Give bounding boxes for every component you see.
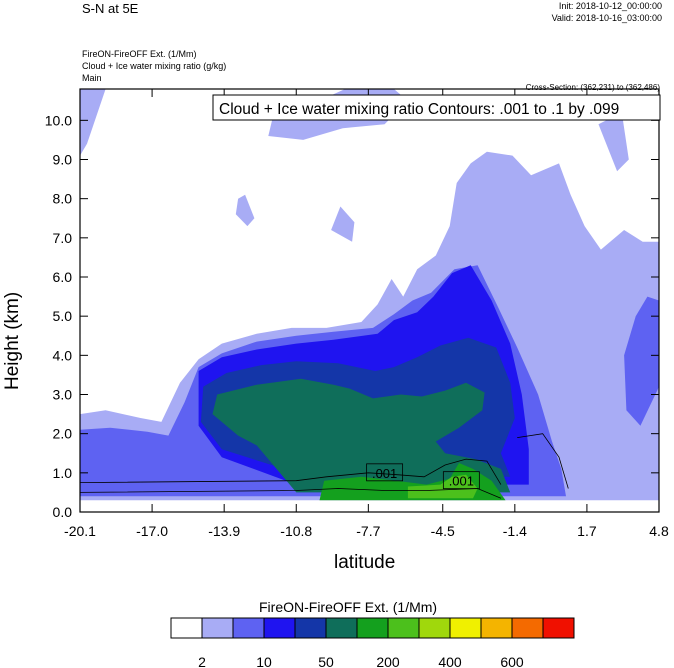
colorbar-swatch-10 (480, 617, 513, 639)
colorbar-swatch-0 (170, 617, 203, 639)
colorbar-tick-label: 600 (500, 654, 524, 668)
y-tick-label: 9.0 (53, 152, 73, 168)
plot-frame (79, 88, 660, 513)
colorbar-swatch-2 (232, 617, 265, 639)
y-tick-label: 2.0 (53, 426, 73, 442)
valid-time: Valid: 2018-10-16_03:00:00 (551, 13, 662, 23)
colorbar-title: FireON-FireOFF Ext. (1/Mm) (259, 599, 438, 615)
y-tick-label: 8.0 (53, 191, 73, 207)
shade-region-2 (235, 194, 255, 227)
contour-legend-text: Cloud + Ice water mixing ratio Contours:… (219, 101, 619, 118)
shade-region-4 (80, 89, 106, 156)
x-tick-label: -7.7 (356, 523, 380, 539)
x-tick-label: -13.9 (208, 523, 240, 539)
shade-region-10 (212, 378, 511, 493)
colorbar-tick-label: 200 (376, 654, 400, 668)
x-tick-label: -4.5 (431, 523, 455, 539)
svg-text:.001: .001 (372, 466, 397, 481)
colorbar-tick-label: 10 (256, 654, 272, 668)
contour-line-0 (80, 458, 502, 485)
shade-region-3 (331, 206, 355, 242)
y-axis-label: Height (km) (2, 291, 23, 390)
contour-value-label-1: .001 (442, 471, 480, 490)
y-tick-label: 7.0 (53, 230, 73, 246)
colorbar-tick-label: 50 (318, 654, 334, 668)
colorbar-swatch-6 (356, 617, 389, 639)
colorbar-swatch-5 (325, 617, 358, 639)
contour-legend-box: Cloud + Ice water mixing ratio Contours:… (212, 94, 661, 121)
y-tick-label: 10.0 (45, 112, 72, 128)
colorbar-swatch-8 (418, 617, 451, 639)
y-tick-label: 3.0 (53, 387, 73, 403)
contour-line-2 (517, 433, 569, 489)
x-tick-label: -10.8 (280, 523, 312, 539)
shade-region-12 (407, 474, 478, 499)
colorbar-tick-label: 400 (438, 654, 462, 668)
x-tick-label: 1.7 (577, 523, 597, 539)
y-tick-label: 1.0 (53, 465, 73, 481)
field-name-shaded: FireON-FireOFF Ext. (1/Mm) (82, 49, 197, 59)
colorbar-swatch-9 (449, 617, 482, 639)
colorbar-swatch-4 (294, 617, 327, 639)
shade-region-7 (624, 296, 659, 426)
field-name-contour: Cloud + Ice water mixing ratio (g/kg) (82, 61, 227, 71)
contour-value-labels: .001 .001 (366, 463, 480, 490)
colorbar-swatch-1 (201, 617, 234, 639)
x-tick-label: -1.4 (503, 523, 527, 539)
shaded-regions (80, 89, 659, 501)
y-tick-label: 5.0 (53, 308, 73, 324)
colorbar-swatch-7 (387, 617, 420, 639)
colorbar-swatch-11 (511, 617, 544, 639)
x-axis-label: latitude (334, 552, 396, 573)
y-tick-label: 4.0 (53, 347, 73, 363)
y-tick-label: 0.0 (53, 504, 73, 520)
contour-value-label-0: .001 (366, 463, 404, 482)
x-tick-label: 4.8 (649, 523, 669, 539)
colorbar-tick-label: 2 (198, 654, 206, 668)
cross-section-info: Cross-Section: (362,231) to (362,486) (525, 83, 660, 92)
y-tick-label: 6.0 (53, 269, 73, 285)
x-tick-label: -20.1 (64, 523, 96, 539)
init-time: Init: 2018-10-12_00:00:00 (558, 1, 662, 11)
colorbar-swatch-3 (263, 617, 296, 639)
plot-title: S-N at 5E (82, 1, 139, 16)
colorbar-swatch-12 (542, 617, 575, 639)
x-tick-label: -17.0 (136, 523, 168, 539)
colorbar: 2 10 50 200 400 600 (170, 617, 575, 668)
axis-ticks: -20.1 -17.0 -13.9 -10.8 -7.7 -4.5 -1.4 1.7 4.8 0.… (45, 89, 669, 539)
field-name-main: Main (82, 73, 102, 83)
svg-text:.001: .001 (449, 474, 474, 489)
shade-region-5 (598, 112, 629, 172)
